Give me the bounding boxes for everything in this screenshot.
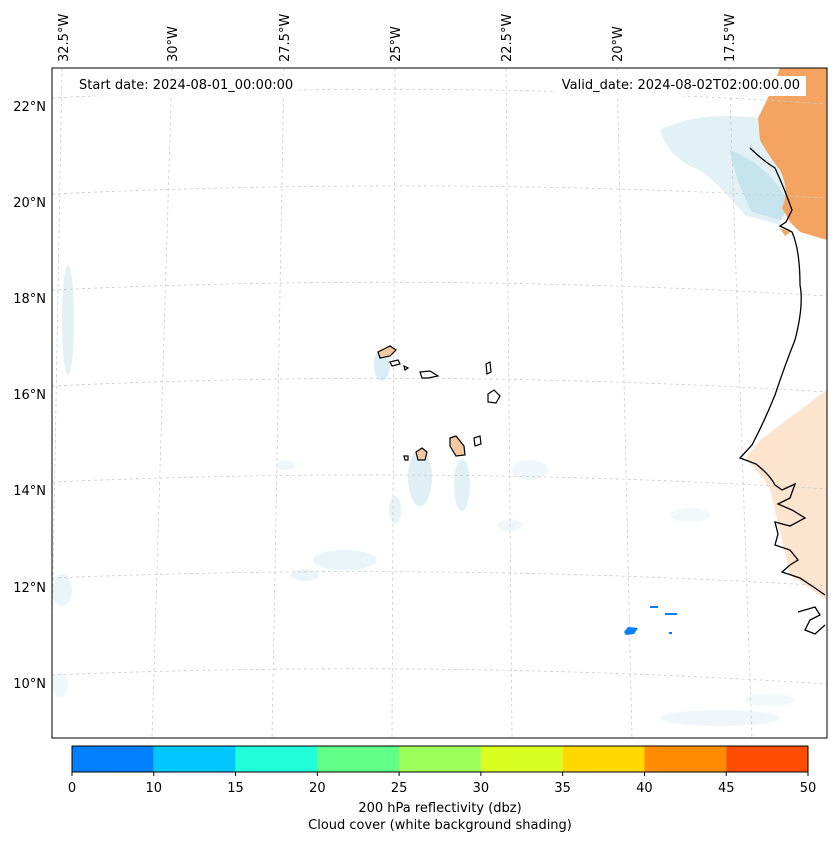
lon-label: 17.5°W [723, 14, 738, 62]
cape-verde-islands [377, 345, 501, 461]
lat-label: 20°N [13, 196, 46, 211]
colorbar-bin [235, 746, 318, 772]
colorbar-title: 200 hPa reflectivity (dbz) [358, 801, 522, 816]
colorbar-tick-label: 35 [554, 781, 571, 796]
colorbar-tick-label: 45 [718, 781, 735, 796]
colorbar-bin [726, 746, 808, 772]
lon-label: 25°W [389, 26, 404, 62]
colorbar-subtitle: Cloud cover (white background shading) [308, 818, 572, 833]
lat-label: 10°N [13, 677, 46, 692]
start-date-label: Start date: 2024-08-01_00:00:00 [73, 76, 300, 96]
colorbar-bin [644, 746, 727, 772]
longitude-labels: 32.5°W 30°W 27.5°W 25°W 22.5°W 20°W 17.5… [57, 14, 738, 62]
lat-label: 14°N [13, 484, 46, 499]
colorbar-bin [480, 746, 563, 772]
colorbar-bin [72, 746, 154, 772]
lat-label: 22°N [13, 100, 46, 115]
valid-date-label: Valid_date: 2024-08-02T02:00:00.00 [555, 76, 806, 96]
reflectivity-cells [624, 606, 677, 635]
graticule [52, 68, 827, 738]
lat-label: 16°N [13, 388, 46, 403]
lat-label: 12°N [13, 581, 46, 596]
lon-label: 22.5°W [500, 14, 515, 62]
lon-label: 30°W [166, 26, 181, 62]
map-border [51, 67, 828, 739]
colorbar-bin [317, 746, 400, 772]
latitude-labels: 22°N 20°N 18°N 16°N 14°N 12°N 10°N [13, 100, 46, 692]
map-area [52, 68, 827, 738]
lon-label: 20°W [611, 26, 626, 62]
lat-label: 18°N [13, 292, 46, 307]
colorbar-tick-label: 30 [473, 781, 490, 796]
colorbar-tick-label: 40 [636, 781, 653, 796]
colorbar-tick-label: 50 [800, 781, 817, 796]
colorbar-tick-label: 0 [68, 781, 76, 796]
colorbar-border [71, 745, 809, 773]
colorbar-bin [153, 746, 236, 772]
colorbar-bin [399, 746, 481, 772]
colorbar-tick-label: 20 [309, 781, 326, 796]
colorbar: 0 10 15 20 25 30 35 40 45 50 [68, 745, 817, 796]
lon-label: 32.5°W [57, 14, 72, 62]
colorbar-tick-label: 15 [227, 781, 244, 796]
colorbar-tick-label: 25 [391, 781, 408, 796]
coastline [738, 147, 826, 635]
colorbar-tick-label: 10 [146, 781, 163, 796]
colorbar-bin [562, 746, 645, 772]
lon-label: 27.5°W [278, 14, 293, 62]
cloud-cover-shading [52, 115, 795, 726]
